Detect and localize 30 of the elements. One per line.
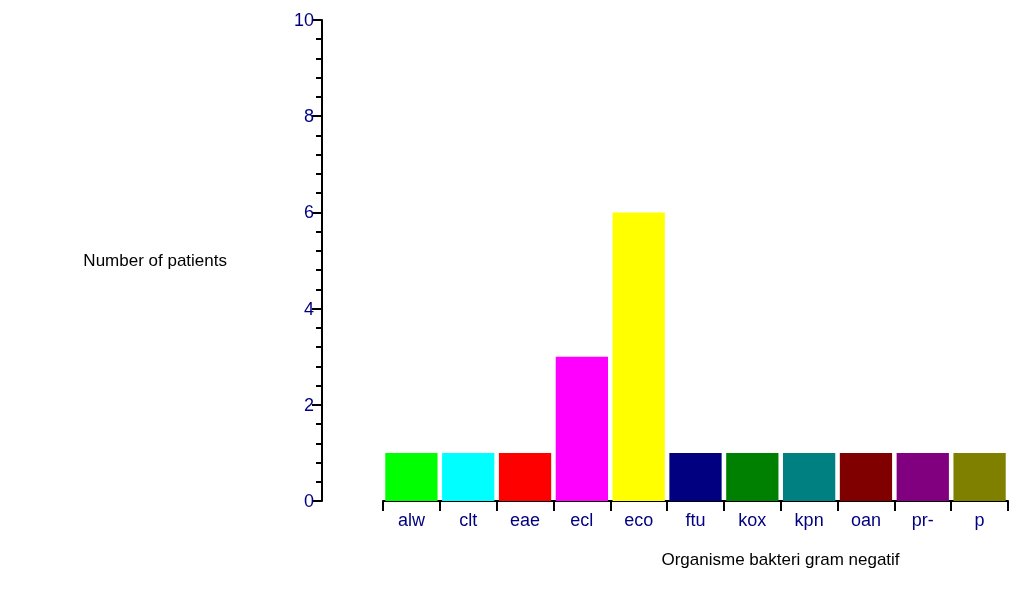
y-tick-label: 2 — [303, 394, 314, 415]
bar — [442, 452, 495, 501]
x-tick-label: alw — [397, 510, 426, 530]
x-tick-label: oan — [850, 510, 881, 530]
x-tick-label: ecl — [570, 510, 594, 530]
bar — [896, 452, 949, 501]
x-tick-label: eae — [510, 510, 541, 530]
y-tick-label: 4 — [303, 298, 314, 319]
bar — [953, 452, 1006, 501]
bar — [498, 452, 552, 501]
x-tick-label: clt — [459, 510, 478, 530]
x-tick-label: pr- — [911, 510, 934, 530]
bar — [612, 212, 665, 501]
bar — [783, 452, 836, 501]
y-tick-label: 10 — [293, 10, 314, 30]
bar — [839, 452, 893, 501]
bar — [555, 356, 608, 501]
x-axis-title: Organisme bakteri gram negatif — [661, 550, 900, 569]
bar — [669, 452, 722, 501]
x-tick-label: kpn — [794, 510, 824, 530]
y-tick-label: 6 — [303, 202, 314, 223]
x-tick-label: p — [974, 510, 985, 530]
bar — [385, 452, 438, 501]
x-tick-label: eco — [624, 510, 654, 530]
bar — [726, 452, 779, 501]
y-axis-title: Number of patients — [83, 251, 227, 270]
y-tick-label: 8 — [303, 106, 314, 127]
x-tick-label: kox — [738, 510, 767, 530]
x-tick-label: ftu — [685, 510, 706, 530]
y-tick-label: 0 — [303, 491, 314, 511]
